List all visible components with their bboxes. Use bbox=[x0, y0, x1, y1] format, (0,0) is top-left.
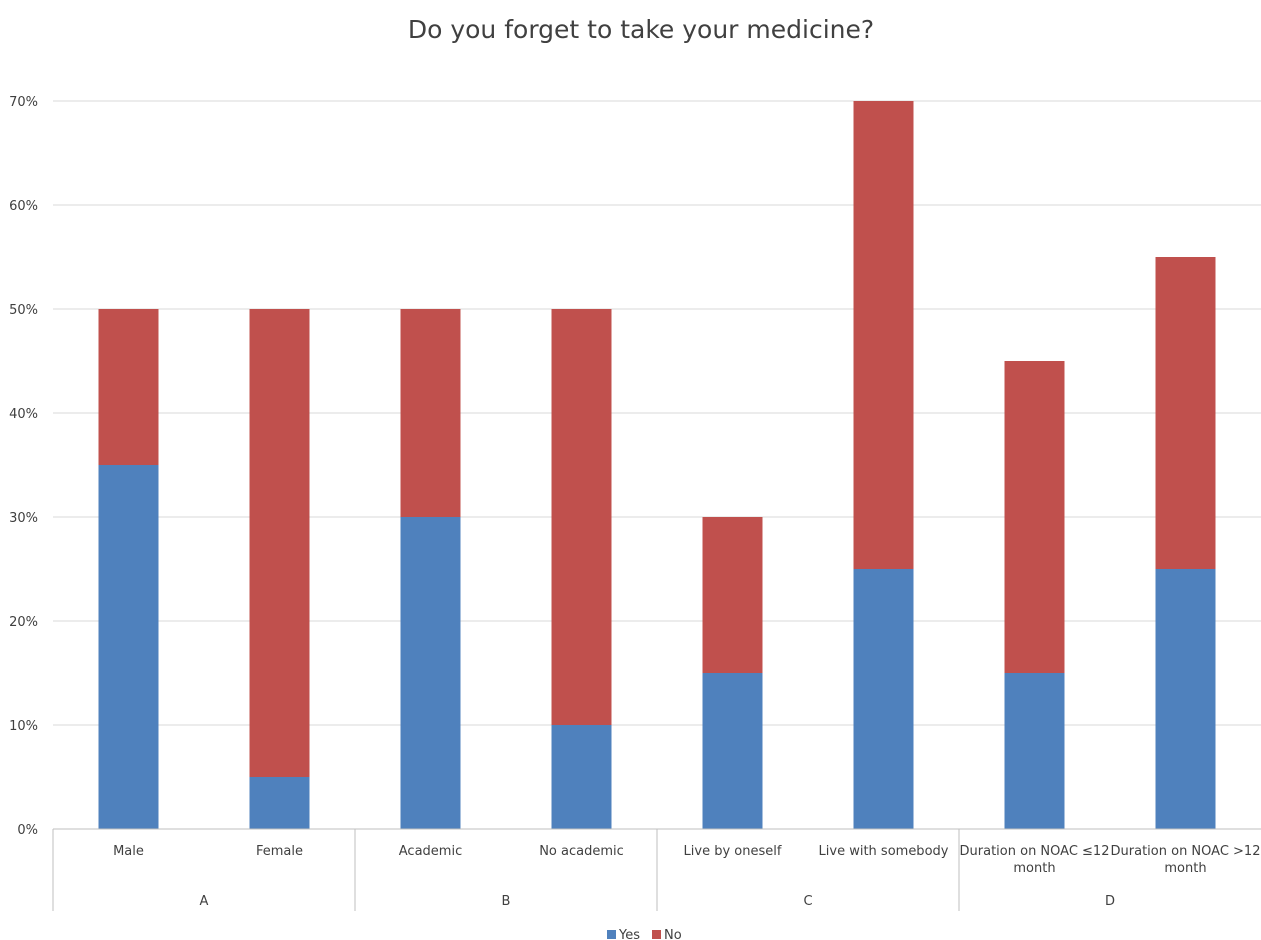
category-label: Duration on NOAC ≤12 month bbox=[960, 844, 1110, 876]
category-label: No academic bbox=[539, 844, 624, 859]
legend-label-yes: Yes bbox=[618, 928, 640, 940]
category-label-line: month bbox=[1013, 861, 1055, 876]
y-tick-label: 30% bbox=[9, 511, 38, 526]
y-tick-label: 20% bbox=[9, 615, 38, 630]
bar-yes bbox=[551, 725, 612, 829]
bar-no bbox=[853, 101, 914, 569]
group-label: B bbox=[502, 894, 511, 909]
category-label-line: No academic bbox=[539, 844, 624, 859]
bar-no bbox=[1155, 257, 1216, 569]
bar-yes bbox=[1004, 673, 1065, 829]
bar-no bbox=[702, 517, 763, 673]
group-label: A bbox=[200, 894, 209, 909]
bars bbox=[98, 101, 1216, 829]
bar-yes bbox=[1155, 569, 1216, 829]
category-label: Live with somebody bbox=[819, 844, 949, 859]
category-label-line: Male bbox=[113, 844, 144, 859]
gridlines: 0% 10% 20% 30% 40% 50% 60% 70% bbox=[9, 95, 1261, 838]
category-label: Live by oneself bbox=[684, 844, 782, 859]
bar-yes bbox=[702, 673, 763, 829]
y-tick-label: 40% bbox=[9, 407, 38, 422]
legend-swatch-yes bbox=[607, 930, 616, 939]
bar-no bbox=[400, 309, 461, 517]
y-tick-label: 70% bbox=[9, 95, 38, 110]
y-tick-label: 10% bbox=[9, 719, 38, 734]
legend-swatch-no bbox=[652, 930, 661, 939]
bar-yes bbox=[400, 517, 461, 829]
chart-title: Do you forget to take your medicine? bbox=[408, 15, 874, 44]
category-label-line: month bbox=[1164, 861, 1206, 876]
group-label: D bbox=[1105, 894, 1115, 909]
category-label-line: Duration on NOAC ≤12 bbox=[960, 844, 1110, 859]
category-label: Male bbox=[113, 844, 144, 859]
category-label: Academic bbox=[399, 844, 462, 859]
bar-no bbox=[1004, 361, 1065, 673]
category-label: Female bbox=[256, 844, 303, 859]
bar-no bbox=[249, 309, 310, 777]
category-label-line: Academic bbox=[399, 844, 462, 859]
category-label-line: Live by oneself bbox=[684, 844, 782, 859]
bar-yes bbox=[853, 569, 914, 829]
category-label-line: Female bbox=[256, 844, 303, 859]
bar-yes bbox=[98, 465, 159, 829]
category-label-line: Duration on NOAC >12 bbox=[1111, 844, 1261, 859]
bar-no bbox=[551, 309, 612, 725]
category-label-line: Live with somebody bbox=[819, 844, 949, 859]
bar-no bbox=[98, 309, 159, 465]
y-tick-label: 0% bbox=[17, 823, 38, 838]
legend: Yes No bbox=[607, 928, 682, 940]
y-tick-label: 50% bbox=[9, 303, 38, 318]
y-tick-label: 60% bbox=[9, 199, 38, 214]
category-label: Duration on NOAC >12 month bbox=[1111, 844, 1261, 876]
legend-label-no: No bbox=[664, 928, 682, 940]
category-axis: Male Female Academic No academic Live by one… bbox=[52, 828, 1261, 911]
bar-yes bbox=[249, 777, 310, 829]
group-label: C bbox=[803, 894, 812, 909]
